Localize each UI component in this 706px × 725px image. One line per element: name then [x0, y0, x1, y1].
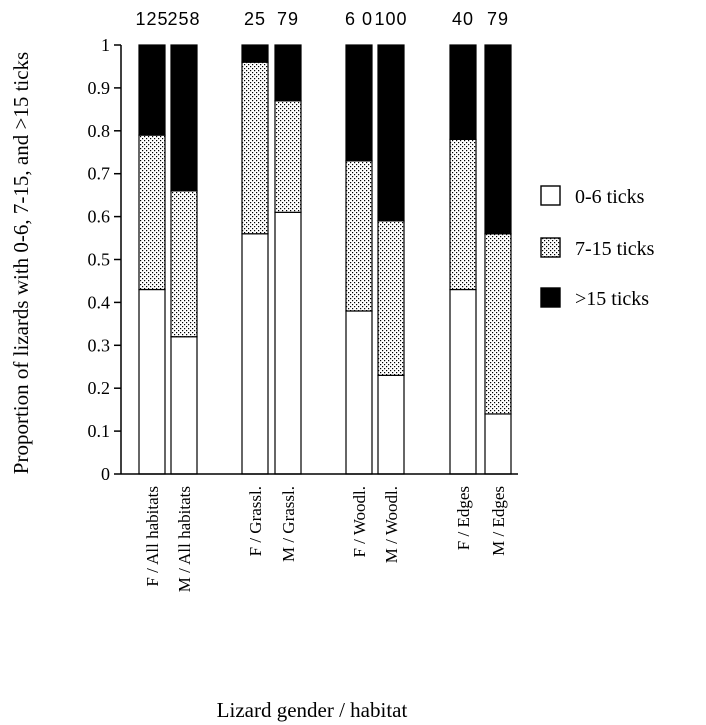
legend-swatch [540, 237, 561, 258]
x-tick-label: M / Edges [489, 486, 508, 556]
sample-size-label: 258 [167, 9, 200, 29]
bars-group [138, 44, 512, 475]
bar-segment-high [449, 44, 477, 140]
sample-size-label: 6 0 [345, 9, 373, 29]
y-tick-label: 1 [101, 35, 110, 55]
y-tick-label: 0.6 [88, 207, 111, 227]
stacked-bar [345, 44, 373, 475]
x-tick-label: F / Grassl. [246, 486, 265, 556]
y-tick-label: 0.4 [88, 292, 111, 312]
sample-size-label: 40 [452, 9, 474, 29]
y-tick-label: 0.8 [88, 121, 111, 141]
bar-segment-mid [449, 138, 477, 291]
y-tick-label: 0.5 [88, 250, 111, 270]
y-axis: 0 0.1 0.2 0.3 0.4 0.5 0.6 0.7 0.8 0.9 1 [88, 35, 518, 484]
x-tick-label: F / All habitats [143, 486, 162, 587]
legend: 0-6 ticks 7-15 ticks >15 ticks [540, 185, 655, 310]
bar-segment-high [345, 44, 373, 162]
bar-segment-low [241, 233, 269, 475]
stacked-bar [170, 44, 198, 475]
y-tick-label: 0.2 [88, 378, 111, 398]
legend-label: 7-15 ticks [575, 238, 655, 260]
bar-segment-high [138, 44, 166, 136]
legend-item: 7-15 ticks [540, 237, 655, 260]
stacked-bar [484, 44, 512, 475]
x-tick-labels: F / All habitats M / All habitats F / Gras… [143, 486, 508, 592]
bar-segment-mid [345, 160, 373, 312]
y-tick-label: 0 [101, 464, 110, 484]
stacked-bar [377, 44, 405, 475]
bar-segment-mid [274, 100, 302, 213]
bar-segment-low [345, 310, 373, 475]
bar-segment-high [484, 44, 512, 235]
sample-size-label: 25 [244, 9, 266, 29]
sample-size-label: 79 [277, 9, 299, 29]
x-tick-label: F / Woodl. [350, 486, 369, 558]
x-tick-label: M / Grassl. [279, 486, 298, 562]
y-tick-label: 0.7 [88, 164, 111, 184]
bar-segment-mid [484, 233, 512, 415]
sample-size-label: 125 [135, 9, 168, 29]
legend-swatch [540, 185, 561, 206]
y-tick-label: 0.3 [88, 335, 111, 355]
bar-segment-low [449, 288, 477, 475]
legend-label: 0-6 ticks [575, 186, 645, 208]
bar-segment-high [241, 44, 269, 63]
bar-segment-low [138, 288, 166, 475]
bar-segment-high [170, 44, 198, 192]
bar-segment-mid [170, 190, 198, 338]
legend-item: 0-6 ticks [540, 185, 645, 208]
legend-label: >15 ticks [575, 288, 649, 310]
bar-segment-high [377, 44, 405, 222]
bar-segment-mid [377, 220, 405, 376]
bar-segment-low [170, 336, 198, 475]
x-axis-label: Lizard gender / habitat [217, 698, 408, 722]
bar-segment-low [274, 211, 302, 475]
bar-segment-low [484, 413, 512, 475]
sample-size-label: 79 [487, 9, 509, 29]
legend-swatch [540, 287, 561, 308]
stacked-bar [138, 44, 166, 475]
bar-segment-low [377, 374, 405, 475]
x-tick-label: M / Woodl. [382, 486, 401, 563]
bar-segment-mid [241, 61, 269, 235]
stacked-bar [449, 44, 477, 475]
bar-segment-high [274, 44, 302, 102]
y-tick-label: 0.9 [88, 78, 111, 98]
bar-segment-mid [138, 134, 166, 291]
y-tick-label: 0.1 [88, 421, 111, 441]
legend-item: >15 ticks [540, 287, 649, 310]
stacked-bar [241, 44, 269, 475]
x-tick-label: F / Edges [454, 486, 473, 550]
x-tick-label: M / All habitats [175, 486, 194, 592]
y-axis-label: Proportion of lizards with 0-6, 7-15, an… [9, 52, 33, 474]
stacked-bar [274, 44, 302, 475]
sample-size-label: 100 [374, 9, 407, 29]
